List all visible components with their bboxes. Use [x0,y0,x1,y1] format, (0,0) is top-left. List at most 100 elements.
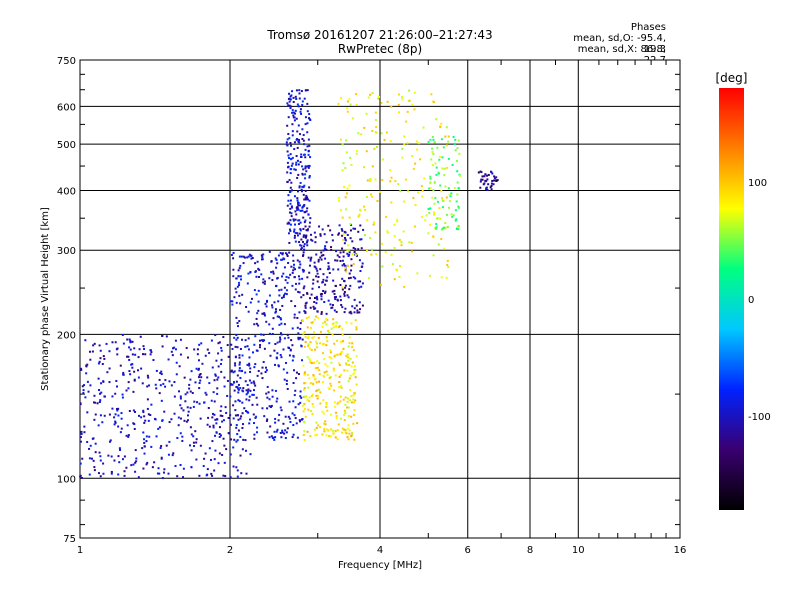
data-point [318,286,321,289]
data-point [302,364,305,367]
data-point [293,195,296,198]
data-point [154,418,157,421]
data-point [347,248,350,251]
data-point [436,200,439,203]
data-point [170,350,173,353]
data-point [270,271,273,274]
data-point [309,217,312,220]
data-point [291,111,294,114]
data-point [305,210,308,213]
data-point [261,377,264,380]
data-point [234,345,237,348]
data-point [289,190,292,193]
data-point [217,352,220,355]
data-point [80,432,83,435]
data-point [288,400,291,403]
data-point [420,185,423,188]
data-point [285,275,288,278]
data-point [306,110,309,113]
data-point [296,199,299,202]
data-point [261,256,264,259]
data-point [242,255,245,258]
data-point [244,345,247,348]
data-point [321,410,324,413]
data-point [296,208,299,211]
data-point [427,232,430,235]
data-point [353,392,356,395]
data-point [143,415,146,418]
data-point [444,135,447,138]
data-point [176,437,179,440]
data-point [408,89,411,92]
data-point [192,435,195,438]
data-point [304,173,307,176]
data-point [275,266,278,269]
data-point [289,223,292,226]
data-point [237,387,240,390]
data-point [344,236,347,239]
data-point [297,201,300,204]
data-point [126,338,129,341]
data-point [137,376,140,379]
data-point [305,395,308,398]
data-point [299,108,302,111]
data-point [278,413,281,416]
data-point [342,398,345,401]
data-point [454,149,457,152]
data-point [223,385,226,388]
data-point [284,292,287,295]
data-point [265,300,268,303]
data-point [188,383,191,386]
data-point [298,260,301,263]
data-point [397,183,400,186]
data-point [92,459,95,462]
data-point [229,476,232,479]
data-point [195,441,198,444]
data-point [296,146,299,149]
data-point [249,389,252,392]
data-point [242,390,245,393]
data-point [88,350,91,353]
data-point [303,153,306,156]
data-point [441,156,444,159]
data-point [289,158,292,161]
data-point [296,232,299,235]
data-point [355,103,358,106]
data-point [233,370,236,373]
data-point [349,223,352,226]
data-point [303,388,306,391]
data-point [236,433,239,436]
data-point [179,395,182,398]
data-point [303,245,306,248]
data-point [119,431,122,434]
data-point [447,140,450,143]
data-point [299,244,302,247]
data-point [282,296,285,299]
data-point [99,414,102,417]
data-point [137,414,140,417]
data-point [302,253,305,256]
data-point [153,461,156,464]
data-point [315,253,318,256]
data-point [255,349,258,352]
data-point [348,336,351,339]
data-point [259,343,262,346]
data-point [263,347,266,350]
data-point [256,426,259,429]
data-point [300,247,303,250]
data-point [200,342,203,345]
data-point [313,300,316,303]
data-point [486,174,489,177]
data-point [304,148,307,151]
data-point [265,305,268,308]
data-point [319,426,322,429]
data-point [339,209,342,212]
data-point [296,326,299,329]
data-point [283,286,286,289]
data-point [318,369,321,372]
data-point [351,305,354,308]
data-point [406,142,409,145]
data-point [296,159,299,162]
data-point [300,344,303,347]
data-point [143,347,146,350]
